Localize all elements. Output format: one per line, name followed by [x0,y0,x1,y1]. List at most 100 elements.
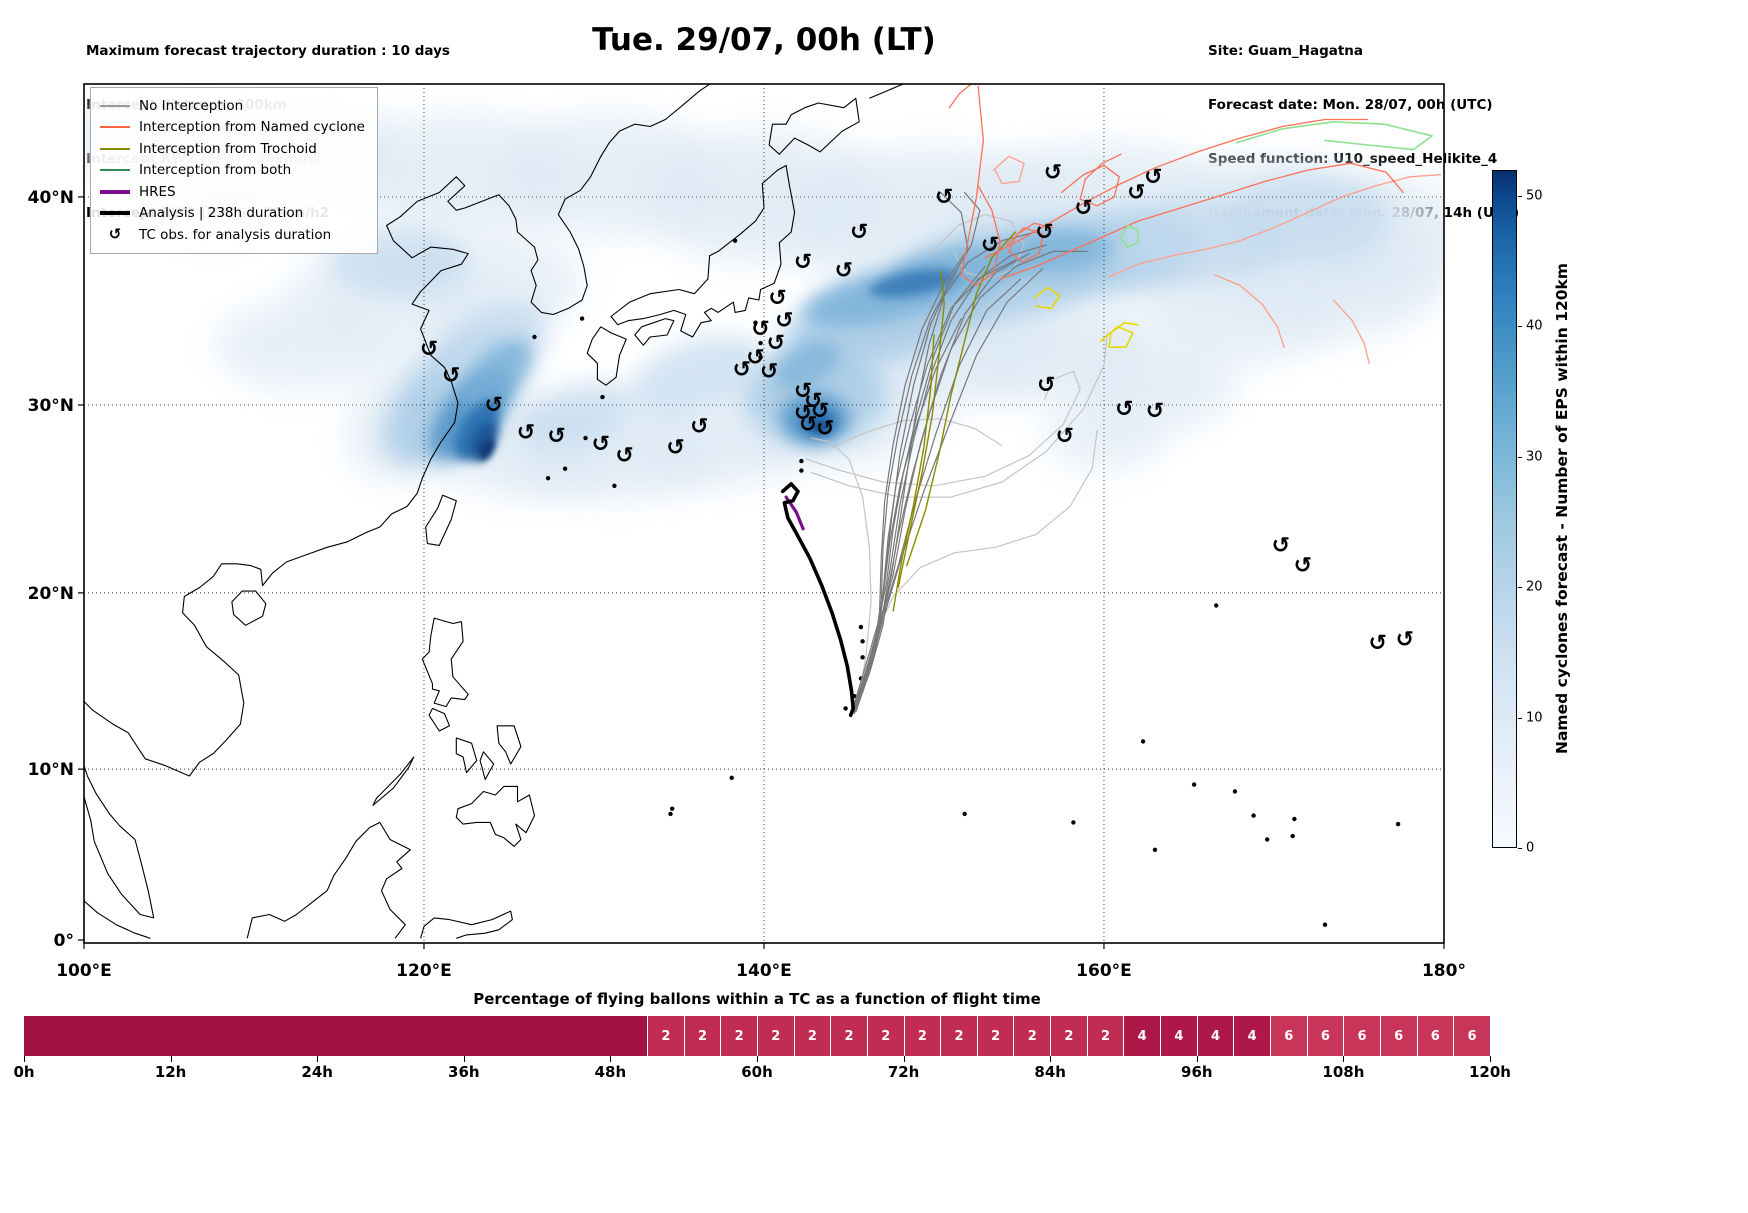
island-dot [858,624,864,630]
analysis-track [780,482,855,718]
trajectory-lightgray [930,214,1025,280]
island-dot [532,334,537,340]
coastline [420,910,513,939]
legend-label: No Interception [139,97,244,114]
balloon-bar-cell: 2 [866,1016,904,1056]
colorbar-tick-label: 40 [1526,318,1543,334]
balloon-bar-cell: 4 [1123,1016,1161,1056]
island-dot [1152,847,1158,852]
trajectory-gray [853,318,962,709]
coastline [869,84,904,99]
trajectory-orange [1060,153,1122,207]
island-dot [1191,782,1197,787]
legend-item-4: HRES [100,181,365,203]
eps-density-blob [459,339,531,411]
tc-obs-glyph: ↺ [1144,165,1162,190]
eps-density-blob [479,438,495,461]
island-dot [1292,816,1297,822]
legend-item-1: Interception from Named cyclone [100,117,365,139]
trajectory-lightgray [805,370,1081,487]
coastline [421,617,469,708]
trajectory-gray [855,250,1088,713]
trajectory-lightgray [873,429,1098,639]
trajectory-orange [948,84,973,109]
legend-label: Interception from Named cyclone [139,119,365,136]
tc-obs-glyph: ↺ [811,399,829,424]
x-tick-label: 140°E [736,961,792,981]
legend-line-swatch [100,169,130,172]
coastline [84,900,151,939]
trajectory-olive [906,231,1017,567]
balloon-bar-cell: 2 [720,1016,757,1056]
tc-obs-glyph: ↺ [420,337,438,362]
balloon-bar-tickmark [757,1056,758,1062]
island-dot [1265,837,1270,842]
coastline [586,326,627,386]
eps-density-blob [629,334,763,416]
balloon-bar-tick-label: 12h [154,1063,187,1081]
balloon-bar-tick-label: 108h [1322,1063,1365,1081]
tc-obs-glyph: ↺ [850,220,868,245]
y-tick-label: 40°N [28,188,74,208]
coastline [84,84,710,777]
tc-obs-glyph: ↺ [746,345,764,370]
eps-density-blob [1228,174,1388,264]
colorbar-tick-label: 30 [1526,449,1543,465]
trajectory-palegreen [1120,224,1139,248]
colorbar-tick-label: 0 [1526,840,1535,856]
coastline [372,756,415,806]
tc-obs-glyph: ↺ [1146,399,1164,424]
tc-obs-glyph: ↺ [615,443,633,468]
tc-obs-glyph: ↺ [981,233,999,258]
tc-obs-glyph: ↺ [799,413,817,438]
island-dot [799,468,804,473]
legend-label: Analysis | 238h duration [139,205,304,222]
tc-obs-glyph: ↺ [484,393,502,418]
colorbar-tickmark [1518,196,1522,198]
balloon-bar-tickmark [1196,1056,1198,1062]
tc-obs-glyph: ↺ [442,363,460,388]
island-dot [562,466,568,471]
tc-obs-glyph: ↺ [1035,220,1053,245]
tc-obs-glyph: ↺ [1127,181,1145,206]
trajectory-gray [853,244,1047,711]
meta-forecast-date: Forecast date: Mon. 28/07, 00h (UTC) [1208,97,1493,113]
tc-obs-glyph: ↺ [733,357,751,382]
balloon-bar-cell: 2 [647,1016,684,1056]
colorbar-tickmark [1518,587,1522,589]
coastline [610,164,796,338]
balloon-bar-cell: 4 [1160,1016,1197,1056]
trajectory-gray [851,265,986,711]
coastline [634,318,675,346]
island-dot [1251,813,1256,818]
island-dot [758,340,763,346]
legend-line-swatch [100,147,130,150]
eps-density-blob [812,420,829,433]
island-dot [962,811,967,817]
legend-item-6: ↺ TC obs. for analysis duration [100,224,365,246]
balloon-bar-tickmark [1050,1056,1052,1062]
tc-obs-glyph: ↺ [835,259,853,284]
balloon-bar-tick-label: 60h [741,1063,773,1081]
y-tick-label: 30°N [28,396,74,416]
trajectory-olive [892,334,935,612]
balloon-bar-tickmark [1343,1056,1345,1062]
balloon-bar-tick-label: 0h [13,1063,35,1081]
trajectory-salmon [1213,274,1285,348]
tc-obs-glyph: ↺ [768,286,786,311]
tc-obs-glyph: ↺ [804,389,822,414]
legend-label: Interception from both [139,162,292,179]
island-dot [1395,821,1401,827]
tc-obs-glyph: ↺ [592,432,610,457]
balloon-bar-cell: 2 [1050,1016,1087,1056]
coastline [768,97,860,155]
island-dot [600,394,605,400]
legend-label: HRES [139,183,176,200]
map-legend: No Interception Interception from Named c… [90,87,378,254]
tc-obs-glyph: ↺ [547,424,565,449]
eps-density-blob [518,381,636,448]
x-tick-label: 160°E [1076,961,1132,981]
balloon-bar-cell: 4 [1196,1016,1234,1056]
